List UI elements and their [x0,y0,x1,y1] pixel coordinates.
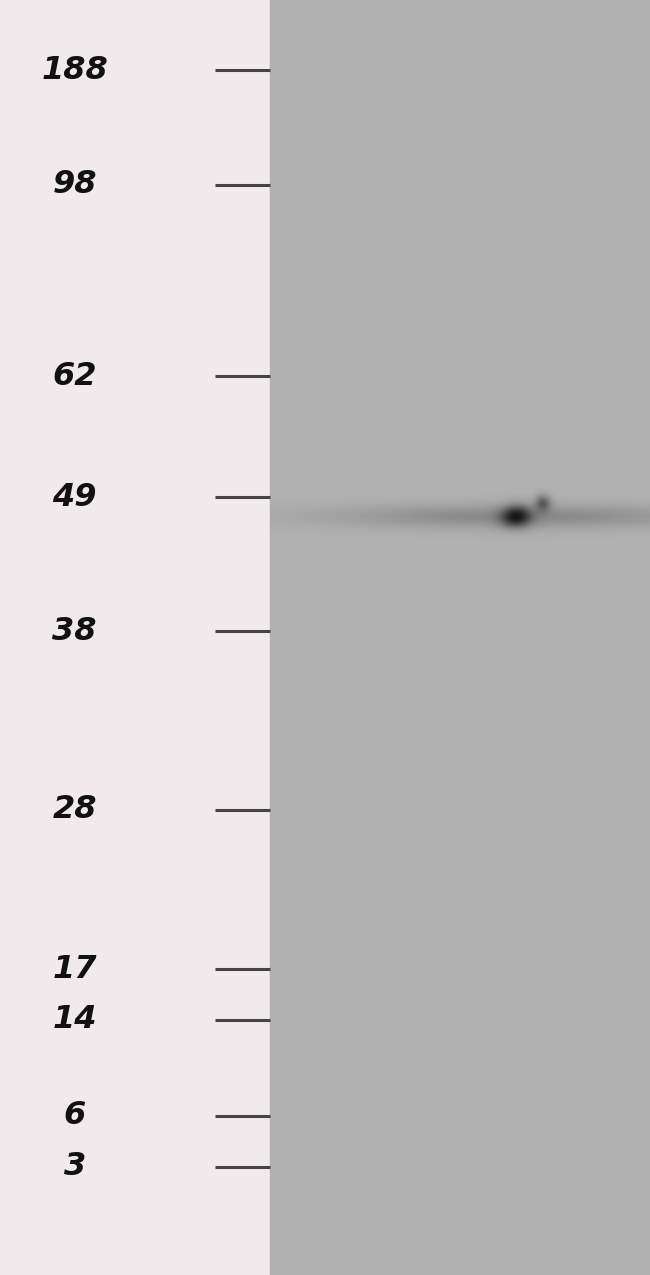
Text: 17: 17 [53,954,97,984]
Text: 6: 6 [64,1100,86,1131]
Text: 14: 14 [53,1005,97,1035]
Text: 188: 188 [42,55,108,85]
Bar [270,0,650,1275]
Text: 49: 49 [53,482,97,513]
Text: 62: 62 [53,361,97,391]
Text: 3: 3 [64,1151,86,1182]
Text: 98: 98 [53,170,97,200]
Bar [0,0,270,1275]
Text: 38: 38 [53,616,97,646]
Text: 28: 28 [53,794,97,825]
